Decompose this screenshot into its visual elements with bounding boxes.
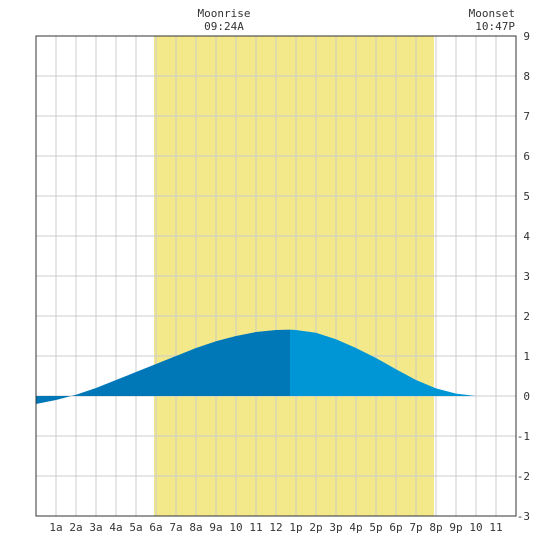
tide-area-falling: [290, 329, 516, 396]
tide-area-rising: [36, 329, 290, 404]
x-tick-label: 4p: [349, 521, 362, 534]
y-tick-label: -2: [517, 470, 530, 483]
x-tick-label: 9a: [209, 521, 222, 534]
y-tick-label: 2: [523, 310, 530, 323]
x-tick-label: 10: [469, 521, 482, 534]
x-tick-label: 8p: [429, 521, 442, 534]
x-tick-label: 1a: [49, 521, 62, 534]
plot-border: [35, 35, 517, 517]
y-tick-label: 5: [523, 190, 530, 203]
moonrise-time: 09:24A: [204, 20, 244, 33]
x-tick-label: 5a: [129, 521, 142, 534]
x-tick-label: 11: [489, 521, 502, 534]
y-tick-label: 1: [523, 350, 530, 363]
y-tick-label: 9: [523, 30, 530, 43]
moonset-time: 10:47P: [475, 20, 515, 33]
y-tick-label: 8: [523, 70, 530, 83]
x-tick-label: 5p: [369, 521, 382, 534]
x-tick-label: 7a: [169, 521, 182, 534]
y-tick-label: -3: [517, 510, 530, 523]
y-tick-label: 6: [523, 150, 530, 163]
x-tick-label: 1p: [289, 521, 302, 534]
x-tick-label: 6a: [149, 521, 162, 534]
x-tick-label: 2a: [69, 521, 82, 534]
x-tick-label: 10: [229, 521, 242, 534]
y-tick-label: 4: [523, 230, 530, 243]
moonset-label: Moonset: [469, 7, 515, 20]
x-tick-label: 8a: [189, 521, 202, 534]
x-tick-label: 6p: [389, 521, 402, 534]
moonrise-label: Moonrise: [198, 7, 251, 20]
x-tick-label: 9p: [449, 521, 462, 534]
y-tick-label: -1: [517, 430, 530, 443]
y-tick-label: 3: [523, 270, 530, 283]
y-tick-label: 7: [523, 110, 530, 123]
grid-lines: [36, 35, 516, 517]
x-tick-label: 3a: [89, 521, 102, 534]
x-tick-label: 4a: [109, 521, 122, 534]
x-tick-label: 3p: [329, 521, 342, 534]
y-axis-ticks: -3 -2 -1 0 1 2 3 4 5 6 7 8 9: [517, 30, 531, 523]
x-tick-label: 12: [269, 521, 282, 534]
x-tick-label: 2p: [309, 521, 322, 534]
x-axis-ticks: 1a 2a 3a 4a 5a 6a 7a 8a 9a 10 11 12 1p 2p 3p 4p 5p 6p 7p 8p…: [49, 521, 502, 534]
y-tick-label: 0: [523, 390, 530, 403]
x-tick-label: 7p: [409, 521, 422, 534]
x-tick-label: 11: [249, 521, 262, 534]
